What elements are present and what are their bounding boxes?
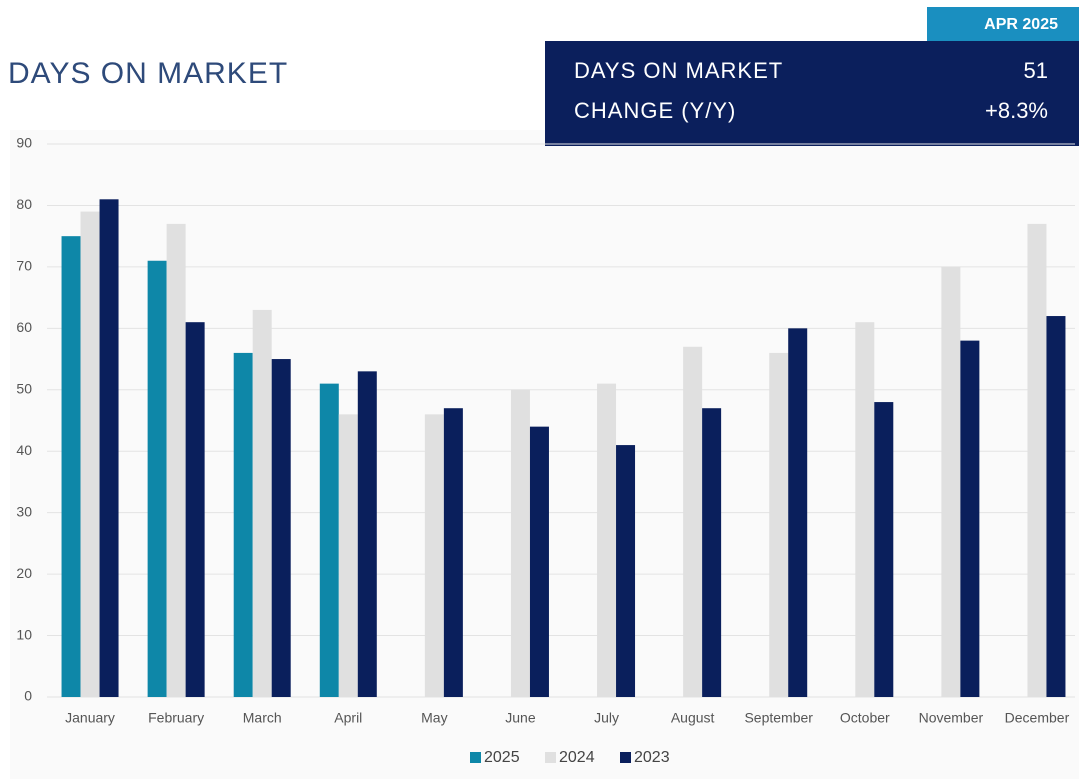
bar xyxy=(529,426,549,697)
y-tick-label: 60 xyxy=(16,319,32,335)
legend-swatch xyxy=(470,752,481,763)
x-tick-label: January xyxy=(65,710,115,726)
summary-value: +8.3% xyxy=(985,98,1048,123)
bar xyxy=(80,211,100,698)
bar xyxy=(443,408,463,697)
x-tick-label: October xyxy=(840,710,890,726)
bar xyxy=(357,371,377,697)
bar xyxy=(1046,316,1066,697)
bar xyxy=(271,359,291,697)
summary-label: DAYS ON MARKET xyxy=(574,58,783,83)
summary-label: CHANGE (Y/Y) xyxy=(574,98,736,123)
bar xyxy=(597,383,617,697)
legend-label: 2024 xyxy=(559,749,595,766)
legend-label: 2025 xyxy=(484,749,520,766)
date-badge xyxy=(927,7,1079,41)
bar xyxy=(960,340,980,697)
bar xyxy=(769,352,789,697)
y-tick-label: 90 xyxy=(16,135,32,151)
y-tick-label: 80 xyxy=(16,196,32,212)
x-tick-label: December xyxy=(1005,710,1070,726)
bar xyxy=(702,408,722,697)
x-tick-label: July xyxy=(594,710,619,726)
bar xyxy=(99,199,119,698)
y-tick-label: 10 xyxy=(16,626,32,642)
bar xyxy=(147,260,167,697)
bar xyxy=(683,346,703,697)
chart-title: DAYS ON MARKET xyxy=(8,57,288,90)
bar xyxy=(941,266,961,697)
x-tick-label: March xyxy=(243,710,282,726)
legend-swatch xyxy=(620,752,631,763)
x-tick-label: May xyxy=(421,710,447,726)
bar xyxy=(788,328,808,697)
bar xyxy=(185,322,205,697)
x-tick-label: August xyxy=(671,710,715,726)
x-tick-label: June xyxy=(505,710,536,726)
bar xyxy=(424,414,444,697)
bar xyxy=(616,445,636,697)
y-tick-label: 50 xyxy=(16,380,32,396)
x-tick-label: September xyxy=(744,710,813,726)
summary-value: 51 xyxy=(1024,58,1048,83)
bar xyxy=(319,383,339,697)
date-badge-text: APR 2025 xyxy=(984,16,1058,33)
bar xyxy=(233,352,253,697)
bar xyxy=(874,402,894,697)
bar xyxy=(61,236,81,697)
legend-label: 2023 xyxy=(634,749,670,766)
y-tick-label: 70 xyxy=(16,258,32,274)
legend-swatch xyxy=(545,752,556,763)
y-tick-label: 30 xyxy=(16,503,32,519)
y-tick-label: 40 xyxy=(16,442,32,458)
bar xyxy=(510,389,530,697)
bar xyxy=(166,223,186,697)
x-tick-label: April xyxy=(334,710,362,726)
x-tick-label: November xyxy=(919,710,984,726)
bar xyxy=(252,309,272,697)
bar xyxy=(338,414,358,697)
y-tick-label: 0 xyxy=(24,688,32,704)
x-tick-label: February xyxy=(148,710,204,726)
bar xyxy=(855,322,875,697)
bar xyxy=(1027,223,1047,697)
summary-box xyxy=(545,41,1079,146)
y-tick-label: 20 xyxy=(16,565,32,581)
